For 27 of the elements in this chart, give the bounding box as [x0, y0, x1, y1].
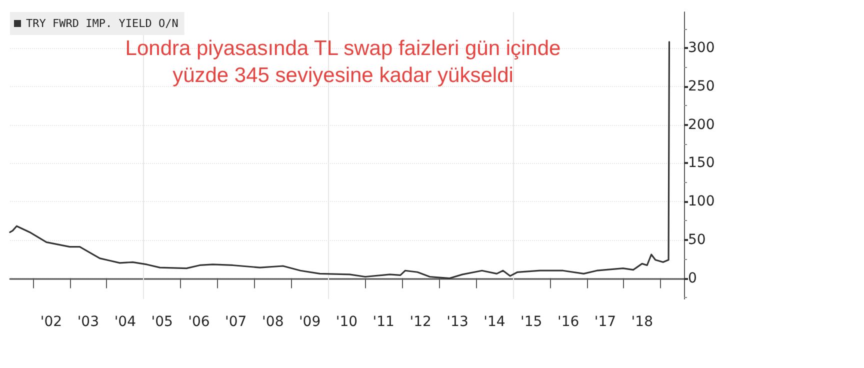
x-tick-label: '07 [225, 314, 247, 330]
x-tick-label: '04 [114, 314, 136, 330]
x-tick-label: '12 [410, 314, 432, 330]
x-tick-label: '03 [77, 314, 99, 330]
x-tick-label: '06 [188, 314, 210, 330]
text: Londra piyasasında TL swap faizleri gün içinde yüzde 345 seviyesine kadar yükseldi [125, 37, 561, 87]
y-tick-label: 150 [688, 155, 715, 172]
x-tick-label: '05 [151, 314, 173, 330]
line-series [9, 41, 670, 280]
y-tick-label: 50 [688, 232, 706, 248]
y-tick-label: 100 [688, 194, 715, 210]
y-tick-label: 300 [688, 40, 715, 56]
x-tick-label: '02 [40, 314, 62, 330]
x-tick-label: '18 [631, 314, 653, 330]
legend-label: TRY FWRD IMP. YIELD O/N [26, 17, 178, 30]
x-tick-label: '09 [298, 314, 321, 330]
x-tick-label: '17 [594, 314, 616, 330]
x-tick-label: '08 [262, 314, 284, 330]
y-tick-label: 250 [688, 78, 715, 94]
y-tick-label: 200 [688, 116, 715, 133]
x-tick-label: '14 [484, 314, 506, 330]
x-tick-label: '10 [336, 314, 358, 330]
x-tick-label: '15 [520, 314, 542, 330]
x-tick-label: '13 [446, 314, 468, 330]
x-tick-label: '11 [372, 314, 394, 330]
x-tick-label: '16 [557, 314, 580, 330]
y-tick-label: 0 [688, 270, 697, 286]
